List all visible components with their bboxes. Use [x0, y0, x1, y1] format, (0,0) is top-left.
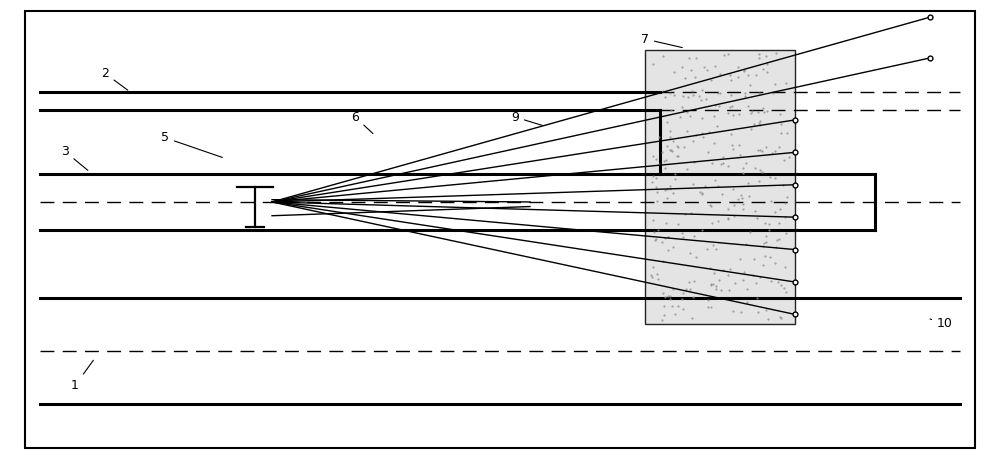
- Text: 10: 10: [930, 317, 953, 330]
- Text: 1: 1: [71, 360, 93, 392]
- Text: 6: 6: [351, 111, 373, 134]
- Text: 2: 2: [101, 67, 128, 90]
- Text: 5: 5: [161, 131, 222, 157]
- Text: 9: 9: [511, 111, 542, 125]
- Bar: [645, 50, 795, 324]
- Text: 3: 3: [61, 145, 88, 170]
- Text: 7: 7: [641, 33, 682, 48]
